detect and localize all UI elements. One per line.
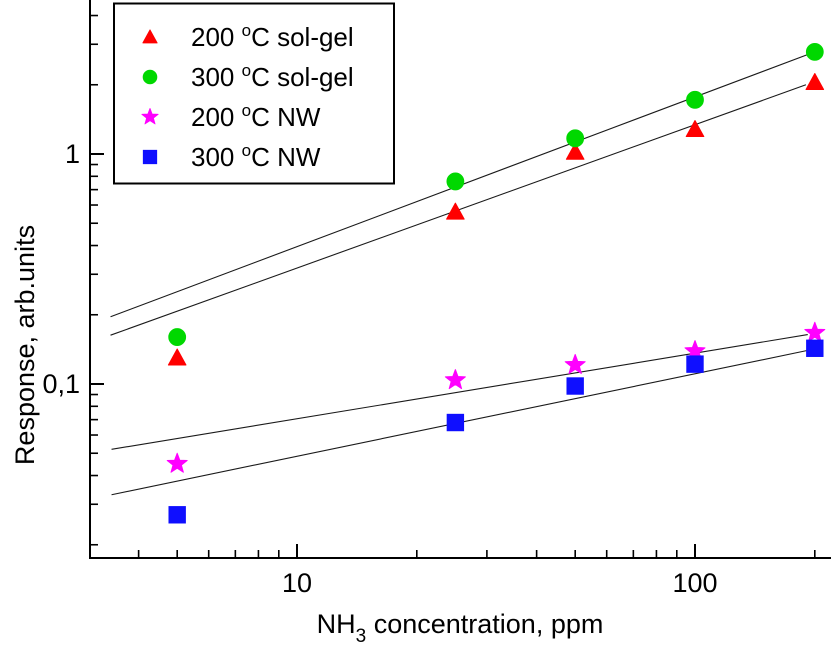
data-point: [167, 348, 187, 366]
legend-box: [113, 2, 395, 185]
data-point: [168, 506, 186, 524]
data-point: [804, 321, 826, 342]
data-point: [686, 355, 704, 373]
data-point: [166, 452, 188, 473]
series-star: [166, 321, 826, 473]
series-triangle: [167, 72, 825, 366]
x-axis-ticks: [137, 544, 816, 557]
x-axis-title: NH3 concentration, ppm: [317, 609, 604, 647]
trendline-2: [111, 334, 808, 450]
y-axis-ticks: [91, 14, 104, 546]
series-circle: [168, 42, 824, 346]
y-tick-label: 1: [65, 139, 80, 169]
legend-label: 200 oC NW: [191, 101, 321, 132]
x-tick-label: 10: [282, 568, 312, 598]
legend-marker: [142, 29, 158, 44]
data-point: [566, 377, 584, 395]
legend-label: 200 oC sol-gel: [191, 21, 354, 52]
data-point: [168, 328, 187, 346]
data-point: [685, 120, 705, 138]
data-point: [565, 142, 585, 160]
y-tick-label: 0,1: [42, 369, 80, 399]
data-point: [686, 90, 704, 109]
data-point: [446, 413, 465, 432]
y-axis-title: Response, arb.units: [10, 225, 40, 465]
x-tick-label: 100: [672, 568, 717, 598]
data-point: [805, 72, 825, 90]
legend-label: 300 oC NW: [191, 141, 321, 172]
legend-item: 300 oC NW: [142, 141, 321, 172]
data-point: [806, 339, 824, 357]
data-point: [566, 129, 585, 148]
legend-marker: [142, 149, 158, 165]
data-point: [446, 172, 465, 191]
legend-label: 300 oC sol-gel: [191, 61, 354, 92]
legend-marker: [142, 69, 158, 85]
legend-item: 200 oC NW: [141, 101, 321, 132]
data-point: [444, 369, 466, 390]
series-square: [168, 339, 824, 524]
axes: 10 100 1 0,1 NH3 concentration, ppm Response,…: [10, 0, 831, 647]
data-point: [564, 353, 586, 374]
legend-item: 200 oC sol-gel: [142, 21, 354, 52]
axis-lines: [89, 0, 831, 559]
legend-marker: [141, 107, 159, 125]
data-point: [446, 202, 465, 220]
data-point: [805, 42, 824, 61]
legend-item: 300 oC sol-gel: [142, 61, 354, 92]
legend: 200 oC sol-gel 300 oC sol-gel 200 oC NW 300…: [113, 2, 395, 185]
